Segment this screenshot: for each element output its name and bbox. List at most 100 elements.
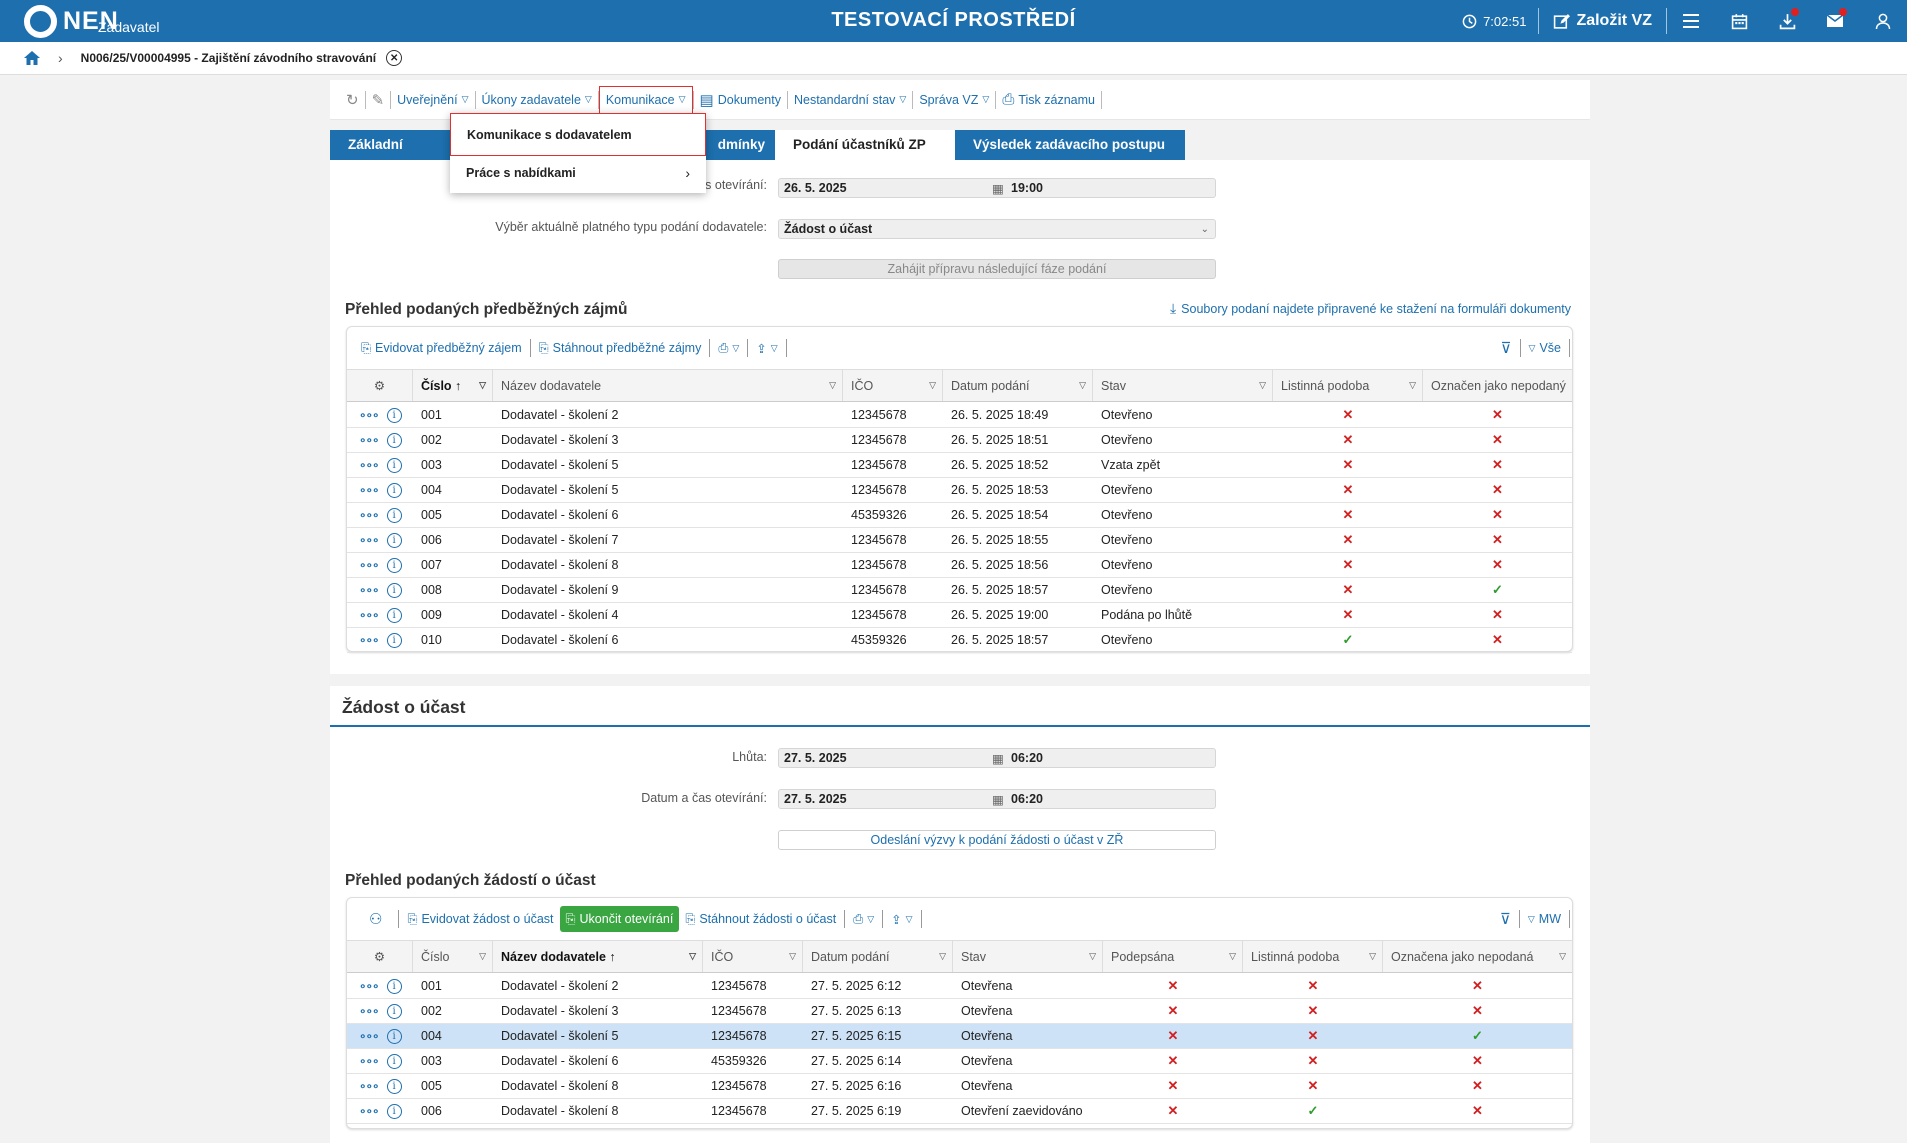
info-icon[interactable]: i: [386, 557, 402, 573]
col-listinna[interactable]: Listinná podoba ▽: [1273, 370, 1423, 401]
menu-komunikace[interactable]: Komunikace ▽: [598, 85, 693, 114]
calendar-button[interactable]: [1715, 0, 1763, 42]
menu-button[interactable]: [1667, 0, 1715, 42]
table-row[interactable]: ∘∘∘ i 004 Dodavatel - školení 5 12345678 26. …: [347, 478, 1572, 503]
refresh-button[interactable]: ↻: [340, 86, 365, 114]
download-requests-button[interactable]: ⎘ Stáhnout žádosti o účast: [679, 912, 842, 927]
add-interest-button[interactable]: ⎘ Evidovat předběžný zájem: [355, 341, 528, 356]
info-icon[interactable]: i: [386, 407, 402, 423]
filter-button[interactable]: ⊽: [1495, 339, 1518, 357]
more-options-icon[interactable]: ∘∘∘: [359, 408, 380, 422]
tab-podani-ucastniku[interactable]: Podání účastníků ZP: [775, 130, 955, 160]
table-row[interactable]: ∘∘∘ i 002 Dodavatel - školení 3 12345678 26. …: [347, 428, 1572, 453]
info-icon[interactable]: i: [386, 1053, 402, 1069]
table-row[interactable]: ∘∘∘ i 008 Dodavatel - školení 9 12345678 26. …: [347, 578, 1572, 603]
downloads-button[interactable]: [1763, 0, 1811, 42]
table-row[interactable]: ∘∘∘ i 004 Dodavatel - školení 5 12345678 27. …: [347, 1024, 1572, 1049]
col-datum[interactable]: Datum podání ▽: [803, 941, 953, 972]
export-menu-button[interactable]: ⇪ ▽: [885, 912, 918, 927]
more-options-icon[interactable]: ∘∘∘: [359, 458, 380, 472]
menu-dokumenty[interactable]: ▤ Dokumenty: [694, 86, 787, 114]
open-field-2[interactable]: 27. 5. 2025 ▦ 06:20: [778, 789, 1216, 809]
menu-item-prace-s-nabidkami[interactable]: Práce s nabídkami ›: [450, 156, 706, 190]
more-options-icon[interactable]: ∘∘∘: [359, 633, 380, 647]
group-button[interactable]: ⚇: [355, 910, 396, 928]
send-invitation-button[interactable]: Odeslání výzvy k podání žádosti o účast …: [778, 830, 1216, 850]
print-menu-button[interactable]: ⎙ ▽: [847, 912, 880, 927]
info-icon[interactable]: i: [386, 482, 402, 498]
table-row[interactable]: ∘∘∘ i 006 Dodavatel - školení 8 12345678 27. …: [347, 1099, 1572, 1124]
more-options-icon[interactable]: ∘∘∘: [359, 608, 380, 622]
messages-button[interactable]: [1811, 0, 1859, 42]
add-request-button[interactable]: ⎘ Evidovat žádost o účast: [401, 912, 559, 927]
info-icon[interactable]: i: [386, 1078, 402, 1094]
info-icon[interactable]: i: [386, 1003, 402, 1019]
col-nazev[interactable]: Název dodavatele ▽: [493, 370, 843, 401]
home-button[interactable]: [22, 48, 42, 68]
create-vz-button[interactable]: Založit VZ: [1539, 12, 1666, 30]
info-icon[interactable]: i: [386, 607, 402, 623]
open-datetime-field[interactable]: 26. 5. 2025 ▦ 19:00: [778, 178, 1216, 198]
table-row[interactable]: ∘∘∘ i 003 Dodavatel - školení 5 12345678 26. …: [347, 453, 1572, 478]
menu-nestandardni-stav[interactable]: Nestandardní stav ▽: [788, 86, 912, 114]
more-options-icon[interactable]: ∘∘∘: [359, 979, 380, 993]
more-options-icon[interactable]: ∘∘∘: [359, 1079, 380, 1093]
col-datum[interactable]: Datum podání ▽: [943, 370, 1093, 401]
user-button[interactable]: [1859, 0, 1907, 42]
type-select[interactable]: Žádost o účast ⌄: [778, 219, 1216, 239]
nen-logo[interactable]: NEN: [24, 5, 119, 38]
download-interests-button[interactable]: ⎘ Stáhnout předběžné zájmy: [533, 341, 708, 356]
more-options-icon[interactable]: ∘∘∘: [359, 1104, 380, 1118]
table-row[interactable]: ∘∘∘ i 005 Dodavatel - školení 6 45359326 26. …: [347, 503, 1572, 528]
edit-button[interactable]: ✎: [366, 86, 391, 114]
table-row[interactable]: ∘∘∘ i 010 Dodavatel - školení 6 45359326 26. …: [347, 628, 1572, 653]
col-nazev[interactable]: Název dodavatele ↑ ▽: [493, 941, 703, 972]
col-oznacena[interactable]: Označena jako nepodaná ▽: [1391, 949, 1566, 964]
end-opening-button[interactable]: ⎘ Ukončit otevírání: [559, 906, 680, 932]
col-stav[interactable]: Stav ▽: [953, 941, 1103, 972]
info-icon[interactable]: i: [386, 1028, 402, 1044]
info-icon[interactable]: i: [386, 457, 402, 473]
more-options-icon[interactable]: ∘∘∘: [359, 433, 380, 447]
col-podepsana[interactable]: Podepsána ▽: [1103, 941, 1243, 972]
col-ico[interactable]: IČO ▽: [703, 941, 803, 972]
export-menu-button[interactable]: ⇪ ▽: [750, 341, 783, 356]
more-options-icon[interactable]: ∘∘∘: [359, 583, 380, 597]
table-row[interactable]: ∘∘∘ i 003 Dodavatel - školení 6 45359326 27. …: [347, 1049, 1572, 1074]
filter-button[interactable]: ⊽: [1494, 910, 1517, 928]
prepare-next-phase-button[interactable]: Zahájit přípravu následující fáze podání: [778, 259, 1216, 279]
menu-item-komunikace-s-dodavatelem[interactable]: Komunikace s dodavatelem: [450, 113, 706, 156]
info-icon[interactable]: i: [386, 978, 402, 994]
col-stav[interactable]: Stav ▽: [1093, 370, 1273, 401]
menu-ukony-zadavatele[interactable]: Úkony zadavatele ▽: [476, 86, 598, 114]
tab-zakladni-udaje[interactable]: Základní údaje: [330, 130, 450, 182]
table-row[interactable]: ∘∘∘ i 005 Dodavatel - školení 8 12345678 27. …: [347, 1074, 1572, 1099]
more-options-icon[interactable]: ∘∘∘: [359, 508, 380, 522]
info-icon[interactable]: i: [386, 507, 402, 523]
filter-preset-select[interactable]: ▽ Vše: [1523, 341, 1567, 355]
col-cislo[interactable]: Číslo ↑ ▽: [413, 370, 493, 401]
breadcrumb-title[interactable]: N006/25/V00004995 - Zajištění závodního …: [80, 51, 377, 65]
info-icon[interactable]: i: [386, 432, 402, 448]
more-options-icon[interactable]: ∘∘∘: [359, 558, 380, 572]
info-icon[interactable]: i: [386, 632, 402, 648]
print-menu-button[interactable]: ⎙ ▽: [712, 341, 745, 356]
table-row[interactable]: ∘∘∘ i 009 Dodavatel - školení 4 12345678 26. …: [347, 603, 1572, 628]
more-options-icon[interactable]: ∘∘∘: [359, 1004, 380, 1018]
menu-uverejneni[interactable]: Uveřejnění ▽: [391, 86, 474, 114]
col-listinna[interactable]: Listinná podoba ▽: [1243, 941, 1383, 972]
column-settings-button[interactable]: ⚙: [347, 370, 413, 401]
column-settings-button[interactable]: ⚙: [347, 941, 413, 972]
table-row[interactable]: ∘∘∘ i 002 Dodavatel - školení 3 12345678 27. …: [347, 999, 1572, 1024]
table-row[interactable]: ∘∘∘ i 007 Dodavatel - školení 8 12345678 26. …: [347, 553, 1572, 578]
col-ico[interactable]: IČO ▽: [843, 370, 943, 401]
col-oznacen[interactable]: Označen jako nepodaný: [1423, 370, 1572, 401]
info-icon[interactable]: i: [386, 1103, 402, 1119]
menu-sprava-vz[interactable]: Správa VZ ▽: [913, 86, 995, 114]
table-row[interactable]: ∘∘∘ i 001 Dodavatel - školení 2 12345678 26. …: [347, 403, 1572, 428]
tab-vysledek[interactable]: Výsledek zadávacího postupu: [955, 130, 1185, 160]
filter-preset-select[interactable]: ▽ MW: [1522, 912, 1567, 926]
download-info-link[interactable]: ⤓ Soubory podaní najdete připravené ke s…: [1170, 300, 1571, 317]
info-icon[interactable]: i: [386, 582, 402, 598]
col-cislo[interactable]: Číslo ▽: [413, 941, 493, 972]
